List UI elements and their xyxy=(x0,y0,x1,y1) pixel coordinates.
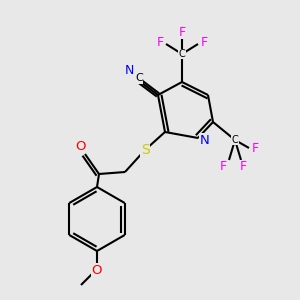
Text: N: N xyxy=(124,64,134,76)
Text: F: F xyxy=(251,142,259,154)
Text: C: C xyxy=(178,49,185,59)
Text: F: F xyxy=(219,160,226,172)
Text: F: F xyxy=(200,35,208,49)
Text: C: C xyxy=(232,135,238,145)
Text: C: C xyxy=(135,73,143,83)
Text: N: N xyxy=(200,134,210,146)
Text: F: F xyxy=(178,26,186,38)
Text: O: O xyxy=(92,263,102,277)
Text: F: F xyxy=(156,35,164,49)
Text: O: O xyxy=(75,140,85,152)
Text: F: F xyxy=(239,160,247,173)
Text: S: S xyxy=(141,143,149,157)
